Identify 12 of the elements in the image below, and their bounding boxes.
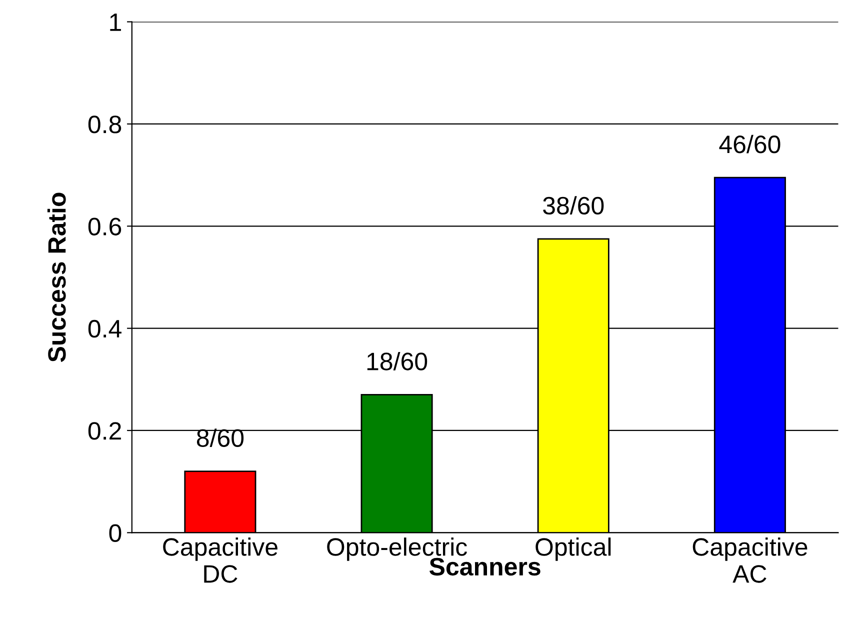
x-tick-label: Capacitive DC — [163, 538, 278, 583]
data-label: 18/60 — [367, 352, 428, 370]
y-tick-label: 1 — [110, 14, 121, 31]
y-tick-label: 0.6 — [88, 218, 122, 236]
y-tick-label: 0.2 — [88, 422, 121, 440]
data-label: 46/60 — [719, 134, 780, 154]
y-tick-label: 0.4 — [88, 320, 122, 338]
y-tick-label: 0.8 — [88, 116, 122, 134]
data-label: 38/60 — [543, 196, 604, 215]
y-axis-title: Success Ratio — [47, 192, 66, 362]
x-tick-label: Capacitive AC — [692, 538, 808, 583]
y-tick-label: 0 — [109, 524, 122, 542]
